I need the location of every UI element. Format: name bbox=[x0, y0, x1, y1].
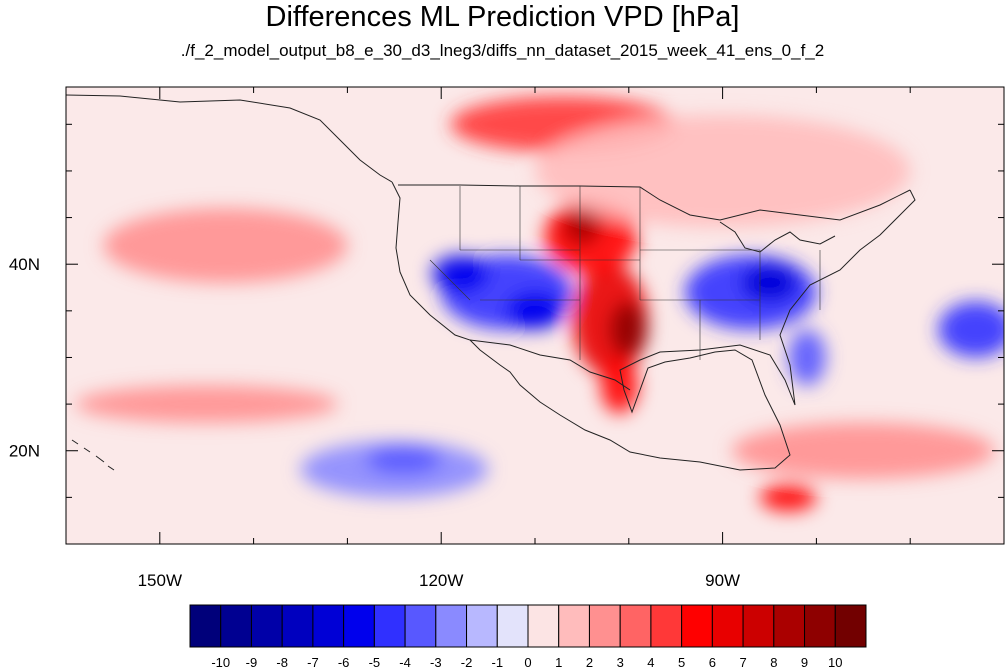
colorbar-swatch bbox=[496, 604, 529, 648]
colorbar-label: 10 bbox=[828, 655, 842, 670]
field-anomaly-18 bbox=[535, 114, 911, 227]
colorbar-label: 0 bbox=[524, 655, 531, 670]
field-anomaly-12 bbox=[563, 208, 601, 246]
colorbar-swatch bbox=[220, 604, 252, 648]
colorbar-swatch bbox=[466, 604, 498, 648]
colorbar-swatch bbox=[435, 604, 468, 648]
colorbar-label: -6 bbox=[338, 655, 350, 670]
colorbar: -10 -9 -8 -7 -6 -5 -4 -3 -2 -1 0 1 2 3 4 5 6 7 8 9 10 bbox=[189, 604, 867, 670]
colorbar-label: -1 bbox=[491, 655, 503, 670]
colorbar-label: -8 bbox=[276, 655, 288, 670]
longitude-axis: 150W 120W 90W bbox=[65, 87, 1005, 590]
colorbar-swatch bbox=[558, 604, 590, 648]
state-boundary-lines bbox=[429, 186, 821, 360]
field-anomaly-8 bbox=[366, 446, 442, 475]
colorbar-swatch bbox=[650, 604, 683, 648]
field-anomaly-2 bbox=[506, 292, 564, 330]
colorbar-label: -5 bbox=[369, 655, 381, 670]
colorbar-label: -10 bbox=[211, 655, 230, 670]
vpd-field bbox=[75, 96, 1004, 512]
colorbar-swatch bbox=[588, 604, 621, 648]
field-anomaly-4 bbox=[741, 264, 798, 302]
latitude-axis: 20N 40N bbox=[9, 123, 1004, 498]
colorbar-label: 9 bbox=[801, 655, 808, 670]
colorbar-swatch bbox=[312, 604, 345, 648]
field-anomaly-19 bbox=[760, 483, 817, 512]
colorbar-swatch bbox=[804, 604, 836, 648]
colorbar-label: -2 bbox=[461, 655, 473, 670]
hawaii-islands bbox=[71, 439, 115, 471]
x-tick-label: 120W bbox=[419, 571, 463, 590]
colorbar-swatch bbox=[373, 604, 406, 648]
colorbar-swatch bbox=[343, 604, 375, 648]
great-lakes bbox=[719, 221, 836, 253]
map-subtitle: ./f_2_model_output_b8_e_30_d3_lneg3/diff… bbox=[180, 41, 825, 60]
colorbar-swatch bbox=[404, 604, 437, 648]
colorbar-label: 2 bbox=[586, 655, 593, 670]
field-anomaly-10 bbox=[610, 301, 648, 358]
colorbar-swatch bbox=[773, 604, 806, 648]
x-tick-label: 90W bbox=[705, 571, 740, 590]
field-anomaly-17 bbox=[731, 422, 995, 479]
colorbar-label: -7 bbox=[307, 655, 319, 670]
colorbar-label: -9 bbox=[246, 655, 258, 670]
north-america-coastline bbox=[391, 181, 916, 471]
y-tick-label: 20N bbox=[9, 442, 40, 461]
colorbar-swatch bbox=[711, 604, 744, 648]
colorbar-swatch bbox=[681, 604, 713, 648]
x-tick-label: 150W bbox=[138, 571, 182, 590]
colorbar-swatch bbox=[619, 604, 652, 648]
alaska-coast bbox=[66, 94, 393, 183]
colorbar-label: 5 bbox=[678, 655, 685, 670]
y-tick-label: 40N bbox=[9, 255, 40, 274]
field-anomaly-5 bbox=[788, 329, 826, 386]
colorbar-label: 6 bbox=[709, 655, 716, 670]
colorbar-label: -3 bbox=[430, 655, 442, 670]
map-plot-area bbox=[66, 87, 1004, 544]
colorbar-swatch bbox=[527, 604, 560, 648]
field-anomaly-13 bbox=[600, 357, 639, 414]
us-mexico-border bbox=[469, 339, 631, 391]
colorbar-swatch bbox=[189, 604, 222, 648]
field-anomaly-16 bbox=[75, 385, 339, 423]
map-title: Differences ML Prediction VPD [hPa] bbox=[265, 1, 740, 33]
colorbar-label: 8 bbox=[770, 655, 777, 670]
colorbar-label: 3 bbox=[617, 655, 624, 670]
colorbar-swatch bbox=[834, 604, 867, 648]
field-anomaly-6 bbox=[938, 301, 1004, 358]
colorbar-label: 4 bbox=[647, 655, 654, 670]
colorbar-label: 1 bbox=[555, 655, 562, 670]
colorbar-swatch bbox=[250, 604, 283, 648]
colorbar-label: -4 bbox=[399, 655, 411, 670]
state-boundaries bbox=[429, 186, 821, 360]
field-anomaly-1 bbox=[431, 254, 489, 293]
colorbar-swatch bbox=[281, 604, 314, 648]
field-anomaly-15 bbox=[103, 208, 348, 283]
colorbar-label: 7 bbox=[739, 655, 746, 670]
colorbar-swatch bbox=[742, 604, 775, 648]
